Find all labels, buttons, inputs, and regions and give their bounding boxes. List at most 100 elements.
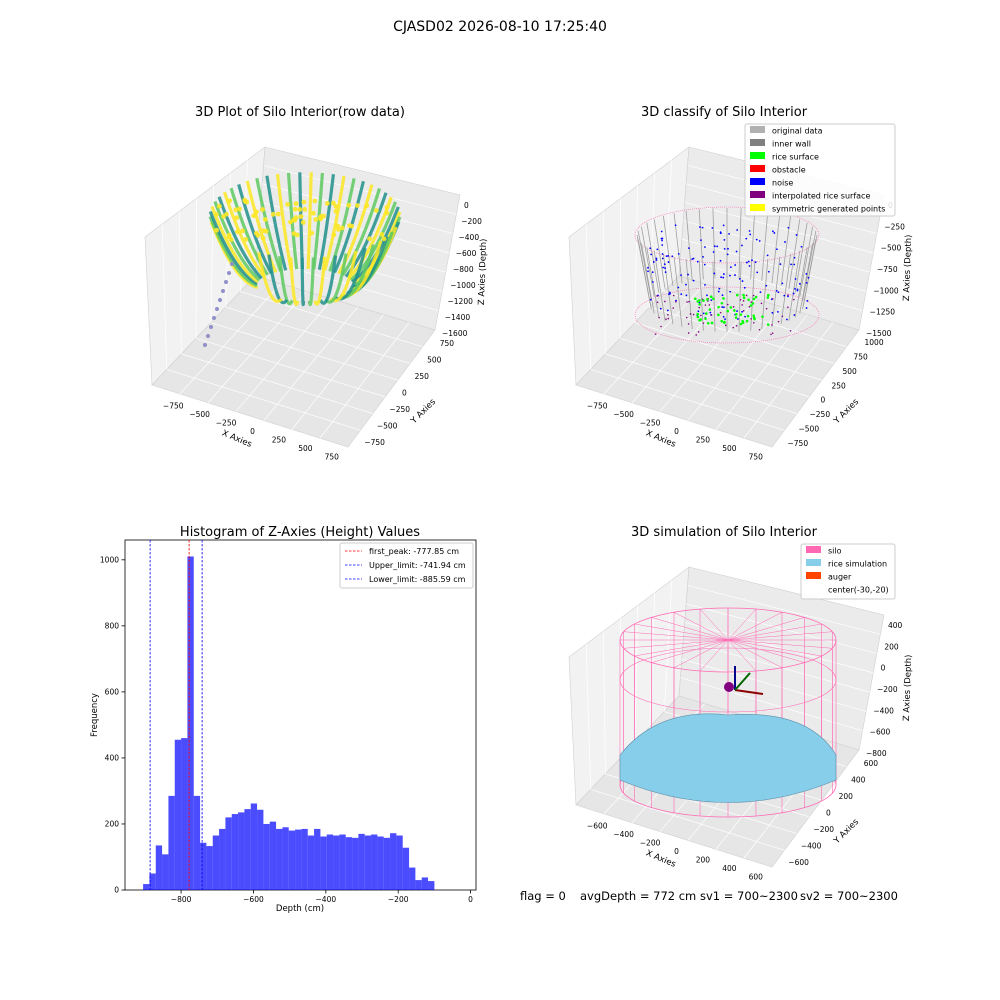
interpolated-point (672, 307, 674, 309)
grid-line (649, 306, 835, 364)
y-tick-label: 0 (826, 809, 831, 818)
legend-swatch (806, 546, 821, 553)
wall-streak (788, 219, 801, 290)
point (312, 198, 318, 204)
interpolated-point (719, 311, 722, 314)
rice-surface-point (704, 317, 707, 320)
panel-simulation-title: 3D simulation of Silo Interior (631, 525, 818, 540)
histogram-bar (212, 835, 220, 890)
histogram-bar (162, 854, 169, 890)
noise-point (772, 230, 774, 233)
noise-point (649, 247, 652, 250)
grid-line (659, 298, 757, 412)
y-tick-label: 0 (402, 389, 407, 398)
histogram-bar (143, 884, 150, 890)
rice-surface-point (746, 314, 750, 318)
center-marker (724, 682, 734, 692)
panel-simulation-ylabel: Y Axies (831, 817, 861, 847)
grid-line (235, 298, 333, 412)
noise-point (656, 248, 659, 251)
wall-streak (685, 259, 693, 330)
legend-swatch (750, 178, 765, 185)
histogram-bars (143, 556, 435, 890)
y-tick-label: 750 (440, 339, 455, 348)
outlier-point (230, 262, 234, 266)
noise-point (805, 272, 808, 275)
point-streak (237, 183, 273, 275)
wall-streak (662, 215, 674, 286)
noise-point (759, 291, 762, 294)
rice-surface-point (739, 313, 743, 316)
histogram-bar (276, 828, 283, 890)
point (313, 217, 319, 222)
point (333, 203, 339, 209)
z-tick-label: −1000 (873, 286, 899, 295)
noise-point (775, 289, 778, 292)
rice-surface-point (761, 315, 764, 318)
grid-line (684, 201, 874, 254)
noise-point (671, 255, 674, 258)
histogram-bar (358, 833, 365, 890)
point-streak (328, 178, 356, 272)
grid-line (590, 789, 785, 851)
point (240, 228, 246, 234)
legend-label: obstacle (772, 166, 806, 175)
point (275, 211, 281, 217)
panel-classify-zlabel: Z Axies (Depth) (902, 234, 914, 301)
interpolated-point (672, 294, 675, 297)
grid-line (585, 644, 592, 790)
noise-point (741, 310, 743, 313)
rice-surface-point (729, 306, 733, 309)
point (367, 236, 372, 242)
rice-surface-point (723, 321, 726, 324)
histogram-bar (295, 829, 302, 890)
rice-surface-point (735, 312, 738, 316)
histogram-bar (257, 809, 264, 890)
wall-streak (662, 254, 674, 325)
wall-streak (802, 230, 817, 301)
noise-point (794, 278, 797, 280)
interpolated-point (702, 322, 705, 324)
wall-streak (738, 208, 742, 279)
noise-point (805, 281, 808, 284)
rice-surface-point (742, 293, 745, 297)
rice-surface-point (717, 313, 720, 317)
rice-surface-point (749, 304, 753, 307)
histogram-bar (282, 827, 289, 890)
noise-point (729, 266, 732, 269)
x-axis-label: Depth (cm) (276, 904, 324, 914)
y-tick-label: 250 (415, 372, 430, 381)
point-streak (255, 177, 283, 272)
noise-point (777, 291, 780, 294)
interpolated-point (771, 324, 773, 326)
grid-line (634, 185, 638, 323)
noise-point (688, 247, 690, 250)
histogram-legend: first_peak: -777.85 cm Upper_limit: -741.… (339, 542, 474, 589)
grid-line (684, 621, 874, 674)
grid-line (680, 257, 863, 312)
panel-simulation: 3D simulation of Silo Interior −600−400−… (568, 525, 914, 882)
noise-point (713, 272, 716, 275)
point-streak (245, 180, 278, 273)
panel-raw-ticks: −750 −500 −250 0 250 500 750 −750 −500 −250 0 250 50… (163, 201, 482, 462)
rice-surface-point (706, 298, 709, 301)
interpolated-point (698, 306, 701, 309)
noise-point (722, 224, 725, 227)
point-streak (217, 196, 263, 280)
noise-point (662, 266, 665, 269)
rice-surface-point (766, 323, 770, 326)
noise-point (697, 310, 700, 313)
grid-line (240, 291, 423, 348)
noise-point (758, 240, 761, 242)
panel-simulation-ticks: −600 −400 −200 0 200 400 600 −600 −400 −200 0 200 40… (587, 621, 903, 882)
x-tick-label: 600 (749, 873, 764, 882)
x-tick-label: −500 (613, 410, 634, 419)
noise-point (663, 263, 666, 266)
noise-point (659, 307, 662, 310)
panel-classify-title: 3D classify of Silo Interior (641, 105, 808, 120)
noise-point (724, 318, 726, 320)
interpolated-point (656, 301, 659, 304)
panel-classify-ticks: −750 −500 −250 0 250 500 750 −750 −500 −250 0 250 50… (587, 201, 905, 462)
x-tick-label: 0 (468, 895, 473, 904)
silo-roof-line (727, 612, 783, 641)
